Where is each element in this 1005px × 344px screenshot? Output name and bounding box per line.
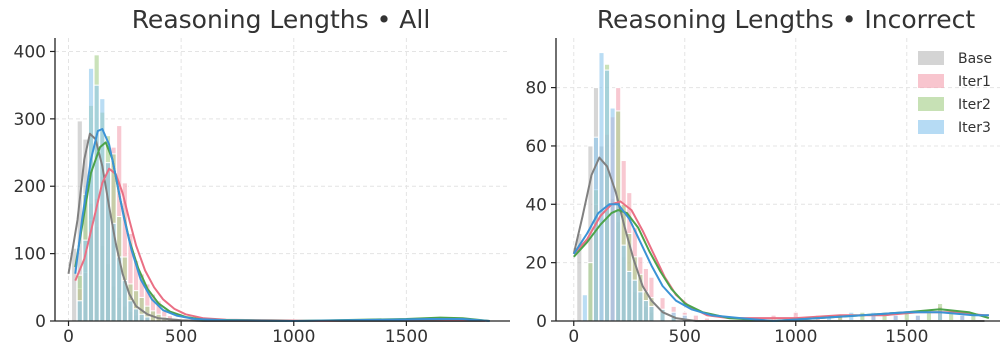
histogram-bar xyxy=(859,311,866,322)
y-tick-label: 200 xyxy=(14,177,46,197)
y-tick-label: 40 xyxy=(525,195,547,215)
histogram-bar xyxy=(631,279,638,322)
histogram-bar xyxy=(937,311,944,322)
histogram-bar xyxy=(132,308,140,322)
legend-label: Base xyxy=(958,51,992,67)
x-tick-label: 0 xyxy=(568,327,579,344)
y-tick-label: 0 xyxy=(35,312,46,332)
histogram-bar xyxy=(604,69,611,322)
y-tick-label: 100 xyxy=(14,245,46,265)
y-tick-label: 60 xyxy=(525,137,547,157)
histogram-bar xyxy=(648,305,655,322)
grid xyxy=(55,38,510,322)
x-tick-label: 1500 xyxy=(385,327,428,344)
y-tick-label: 300 xyxy=(14,110,46,130)
panel-incorrect: Reasoning Lengths • Incorrect 0 500 1000 15… xyxy=(525,5,1000,344)
histogram-bar xyxy=(127,300,134,322)
histogram-bar xyxy=(637,291,644,322)
y-tick-label: 400 xyxy=(14,42,46,62)
histogram-bar xyxy=(598,52,605,322)
kde-line-base xyxy=(572,156,985,322)
legend-label: Iter3 xyxy=(958,120,991,136)
y-tick-label: 0 xyxy=(536,312,547,332)
x-tick-label: 1000 xyxy=(774,327,817,344)
panel-title: Reasoning Lengths • Incorrect xyxy=(597,5,976,34)
kde-line-iter3 xyxy=(572,203,989,322)
histogram-bar xyxy=(620,244,627,322)
panel-all: Reasoning Lengths • All 0 500 1000 1500 0 100… xyxy=(14,5,510,344)
legend: Base Iter1 Iter2 Iter3 xyxy=(918,51,992,136)
x-tick-label: 1000 xyxy=(272,327,315,344)
legend-swatch xyxy=(918,74,944,88)
histogram-bar xyxy=(615,200,622,322)
histogram-bar xyxy=(76,300,83,322)
legend-swatch xyxy=(918,97,944,111)
histogram-bar xyxy=(87,67,95,322)
panel-title: Reasoning Lengths • All xyxy=(132,5,431,34)
x-tick-label: 500 xyxy=(669,327,701,344)
x-tick-label: 0 xyxy=(63,327,74,344)
y-tick-label: 80 xyxy=(525,79,547,99)
y-tick-label: 20 xyxy=(525,254,547,274)
histogram-bar xyxy=(138,313,145,322)
legend-swatch xyxy=(918,120,944,134)
kde-line-iter3 xyxy=(74,128,490,322)
histogram-bar xyxy=(626,270,633,322)
legend-swatch xyxy=(918,51,944,65)
legend-label: Iter1 xyxy=(958,74,991,90)
histogram-bar xyxy=(642,300,649,322)
x-tick-label: 1500 xyxy=(885,327,928,344)
histogram-bar xyxy=(587,262,594,322)
kde-line-base xyxy=(67,132,486,322)
histogram-bar xyxy=(581,294,588,322)
legend-label: Iter2 xyxy=(958,97,991,113)
x-tick-label: 500 xyxy=(165,327,197,344)
